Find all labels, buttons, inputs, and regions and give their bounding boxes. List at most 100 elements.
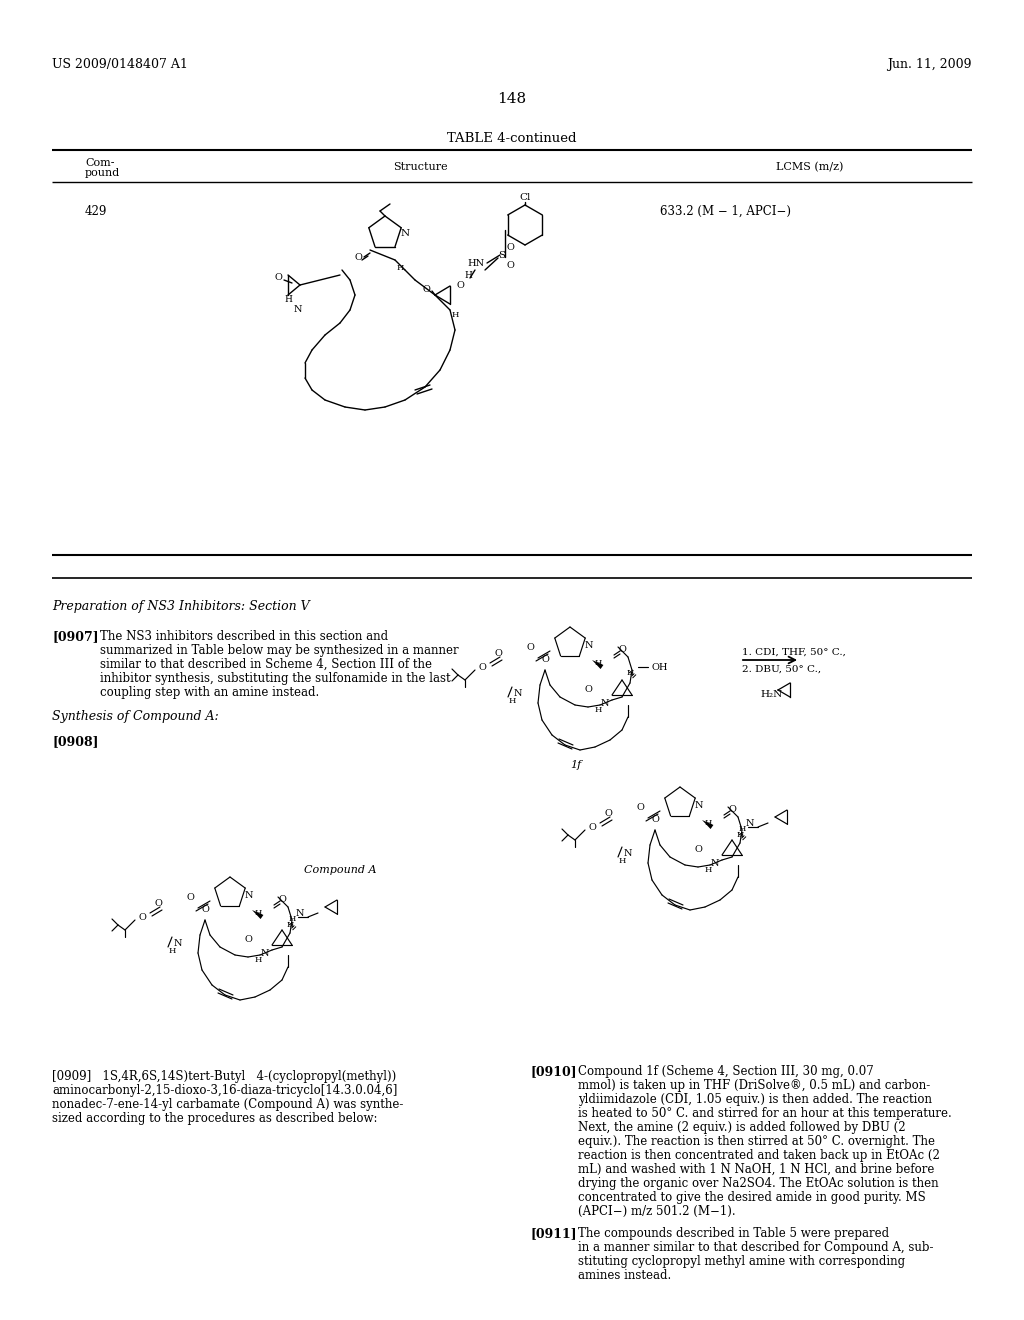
Text: [0911]: [0911]	[530, 1228, 577, 1239]
Text: HN: HN	[468, 259, 485, 268]
Text: O: O	[526, 643, 534, 652]
Text: N: N	[174, 939, 182, 948]
Text: H: H	[705, 866, 712, 874]
Text: 2. DBU, 50° C.,: 2. DBU, 50° C.,	[742, 665, 821, 675]
Text: aminocarbonyl-2,15-dioxo-3,16-diaza-tricyclo[14.3.0.04,6]: aminocarbonyl-2,15-dioxo-3,16-diaza-tric…	[52, 1084, 397, 1097]
Text: O: O	[651, 816, 658, 825]
Text: O: O	[354, 252, 361, 261]
Text: O: O	[506, 260, 514, 269]
Text: summarized in Table below may be synthesized in a manner: summarized in Table below may be synthes…	[100, 644, 459, 657]
Text: Synthesis of Compound A:: Synthesis of Compound A:	[52, 710, 219, 723]
Text: mL) and washed with 1 N NaOH, 1 N HCl, and brine before: mL) and washed with 1 N NaOH, 1 N HCl, a…	[578, 1163, 934, 1176]
Text: O: O	[604, 808, 612, 817]
Text: O: O	[154, 899, 162, 908]
Text: N: N	[400, 228, 410, 238]
Text: O: O	[279, 895, 286, 904]
Text: H: H	[452, 312, 459, 319]
Text: N: N	[711, 858, 719, 867]
Text: N: N	[296, 908, 304, 917]
Text: inhibitor synthesis, substituting the sulfonamide in the last: inhibitor synthesis, substituting the su…	[100, 672, 451, 685]
Text: O: O	[274, 273, 282, 282]
Text: N: N	[294, 305, 302, 314]
Text: O: O	[584, 685, 592, 694]
Text: O: O	[186, 892, 194, 902]
Text: amines instead.: amines instead.	[578, 1269, 672, 1282]
Text: O: O	[728, 805, 736, 814]
Text: LCMS (m/z): LCMS (m/z)	[776, 162, 844, 173]
Text: O: O	[456, 281, 464, 289]
Text: H: H	[705, 818, 712, 828]
Text: O: O	[636, 803, 644, 812]
Polygon shape	[592, 660, 603, 669]
Text: in a manner similar to that described for Compound A, sub-: in a manner similar to that described fo…	[578, 1241, 934, 1254]
Text: O: O	[201, 906, 209, 915]
Text: N: N	[245, 891, 253, 899]
Text: drying the organic over Na2SO4. The EtOAc solution is then: drying the organic over Na2SO4. The EtOA…	[578, 1177, 939, 1191]
Text: H: H	[254, 909, 262, 917]
Text: (APCI−) m/z 501.2 (M−1).: (APCI−) m/z 501.2 (M−1).	[578, 1205, 735, 1218]
Text: OH: OH	[652, 663, 669, 672]
Text: H: H	[627, 669, 634, 677]
Text: H: H	[287, 921, 294, 929]
Text: sized according to the procedures as described below:: sized according to the procedures as des…	[52, 1111, 378, 1125]
Text: Compound A: Compound A	[304, 865, 376, 875]
Text: TABLE 4-continued: TABLE 4-continued	[447, 132, 577, 145]
Text: H: H	[254, 956, 262, 964]
Text: H: H	[168, 946, 176, 954]
Text: coupling step with an amine instead.: coupling step with an amine instead.	[100, 686, 319, 700]
Polygon shape	[702, 820, 714, 829]
Text: N: N	[694, 800, 703, 809]
Text: O: O	[244, 936, 252, 945]
Text: [0910]: [0910]	[530, 1065, 577, 1078]
Text: O: O	[494, 648, 502, 657]
Text: nonadec-7-ene-14-yl carbamate (Compound A) was synthe-: nonadec-7-ene-14-yl carbamate (Compound …	[52, 1098, 403, 1111]
Text: reaction is then concentrated and taken back up in EtOAc (2: reaction is then concentrated and taken …	[578, 1148, 940, 1162]
Text: 633.2 (M − 1, APCI−): 633.2 (M − 1, APCI−)	[660, 205, 791, 218]
Text: Compound 1f (Scheme 4, Section III, 30 mg, 0.07: Compound 1f (Scheme 4, Section III, 30 m…	[578, 1065, 873, 1078]
Text: H: H	[464, 271, 472, 280]
Text: is heated to 50° C. and stirred for an hour at this temperature.: is heated to 50° C. and stirred for an h…	[578, 1107, 951, 1119]
Text: Jun. 11, 2009: Jun. 11, 2009	[888, 58, 972, 71]
Text: 1f: 1f	[570, 760, 582, 770]
Text: H: H	[396, 264, 403, 272]
Text: O: O	[138, 912, 146, 921]
Text: O: O	[541, 656, 549, 664]
Text: O: O	[694, 846, 701, 854]
Text: N: N	[261, 949, 269, 957]
Text: pound: pound	[85, 168, 120, 178]
Text: similar to that described in Scheme 4, Section III of the: similar to that described in Scheme 4, S…	[100, 657, 432, 671]
Text: concentrated to give the desired amide in good purity. MS: concentrated to give the desired amide i…	[578, 1191, 926, 1204]
Text: equiv.). The reaction is then stirred at 50° C. overnight. The: equiv.). The reaction is then stirred at…	[578, 1135, 935, 1148]
Text: Next, the amine (2 equiv.) is added followed by DBU (2: Next, the amine (2 equiv.) is added foll…	[578, 1121, 905, 1134]
Text: yldiimidazole (CDI, 1.05 equiv.) is then added. The reaction: yldiimidazole (CDI, 1.05 equiv.) is then…	[578, 1093, 932, 1106]
Text: N: N	[601, 698, 609, 708]
Text: O: O	[506, 243, 514, 252]
Text: O: O	[618, 645, 626, 655]
Text: H: H	[738, 825, 745, 833]
Text: mmol) is taken up in THF (DriSolve®, 0.5 mL) and carbon-: mmol) is taken up in THF (DriSolve®, 0.5…	[578, 1078, 930, 1092]
Text: S: S	[499, 251, 506, 260]
Text: The compounds described in Table 5 were prepared: The compounds described in Table 5 were …	[578, 1228, 889, 1239]
Text: O: O	[478, 663, 486, 672]
Text: N: N	[624, 849, 632, 858]
Text: 148: 148	[498, 92, 526, 106]
Text: Structure: Structure	[392, 162, 447, 172]
Text: 1. CDI, THF, 50° C.,: 1. CDI, THF, 50° C.,	[742, 648, 846, 657]
Text: [0907]: [0907]	[52, 630, 98, 643]
Text: N: N	[585, 640, 593, 649]
Text: H: H	[594, 659, 602, 667]
Text: 429: 429	[85, 205, 108, 218]
Text: H: H	[736, 832, 743, 840]
Text: N: N	[514, 689, 522, 697]
Text: Preparation of NS3 Inhibitors: Section V: Preparation of NS3 Inhibitors: Section V	[52, 601, 309, 612]
Text: H: H	[284, 296, 292, 305]
Text: Com-: Com-	[85, 158, 115, 168]
Text: Cl: Cl	[519, 193, 530, 202]
Text: H₂N: H₂N	[760, 690, 782, 700]
Text: [0909]   1S,4R,6S,14S)tert-Butyl   4-(cyclopropyl(methyl)): [0909] 1S,4R,6S,14S)tert-Butyl 4-(cyclop…	[52, 1071, 396, 1082]
Text: H: H	[289, 915, 296, 923]
Polygon shape	[252, 909, 263, 919]
Text: US 2009/0148407 A1: US 2009/0148407 A1	[52, 58, 187, 71]
Text: H: H	[594, 706, 602, 714]
Text: H: H	[508, 697, 516, 705]
